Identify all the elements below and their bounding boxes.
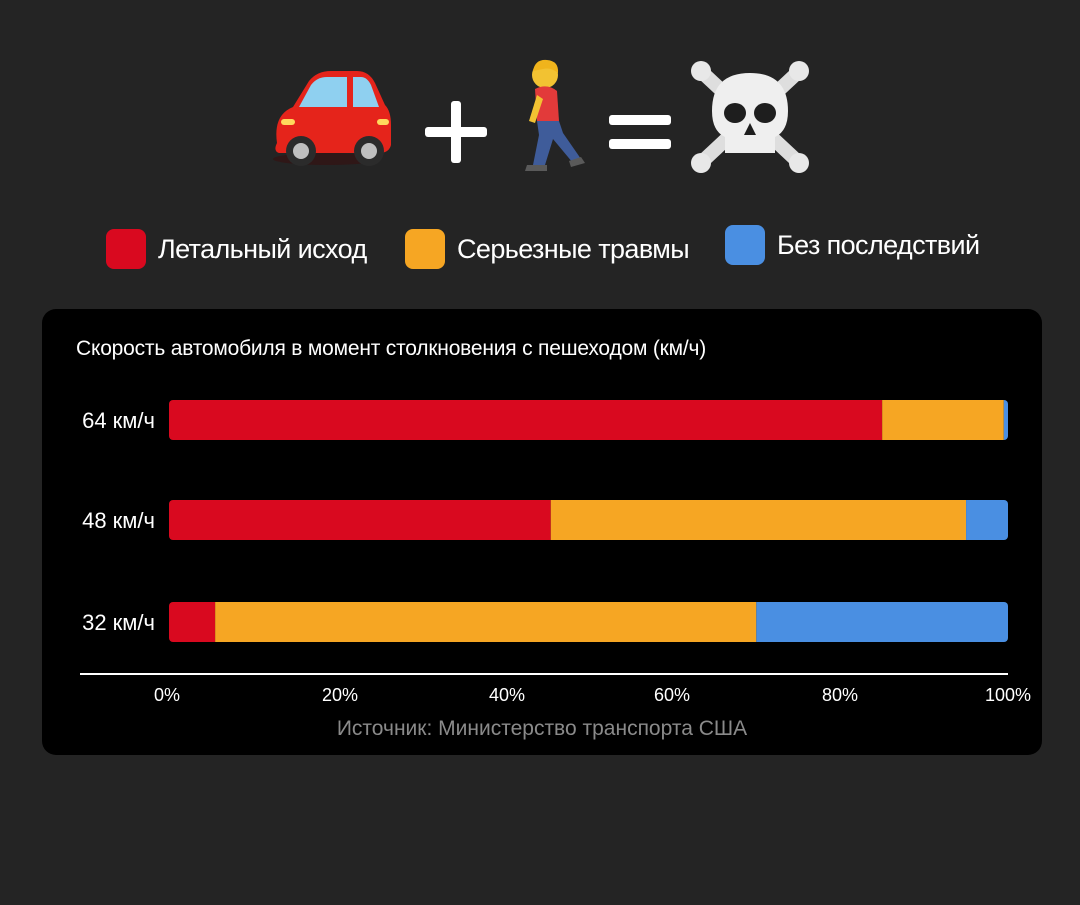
legend-label-fatal: Летальный исход [158, 233, 367, 264]
bar-segment-fatal-1 [169, 500, 551, 540]
legend: Летальный исход Серьезные травмы Без пос… [0, 225, 1080, 273]
chart-card: Скорость автомобиля в момент столкновени… [42, 309, 1042, 755]
bar-segment-fatal-0 [169, 400, 883, 440]
bar-segment-none-0 [1003, 400, 1008, 440]
legend-item-none: Без последствий [725, 224, 980, 266]
legend-swatch-fatal [106, 229, 146, 269]
bar-row-2 [169, 602, 1008, 642]
chart-source: Источник: Министерство транспорта США [336, 717, 748, 740]
category-label-0: 64 км/ч [82, 408, 155, 433]
legend-swatch-none [725, 225, 765, 265]
legend-swatch-serious [405, 229, 445, 269]
car-icon [273, 71, 391, 166]
bar-segment-serious-2 [215, 602, 757, 642]
bar-row-0 [169, 400, 1008, 440]
header-emoji-row [273, 59, 809, 173]
legend-item-serious: Серьезные травмы [405, 228, 690, 270]
plus-icon [425, 101, 487, 163]
walking-person-icon [525, 59, 585, 171]
category-label-1: 48 км/ч [82, 508, 155, 533]
x-tick-label-2: 40% [489, 685, 525, 705]
chart-title: Скорость автомобиля в момент столкновени… [76, 337, 707, 360]
bar-row-1 [169, 500, 1008, 540]
legend-label-none: Без последствий [777, 229, 980, 260]
equals-icon [609, 115, 671, 149]
bar-segment-serious-1 [550, 500, 967, 540]
skull-crossbones-icon [691, 61, 809, 173]
bar-segment-fatal-2 [169, 602, 216, 642]
x-tick-label-0: 0% [154, 685, 180, 705]
x-tick-label-3: 60% [654, 685, 690, 705]
x-tick-label-1: 20% [322, 685, 358, 705]
x-tick-label-4: 80% [822, 685, 858, 705]
legend-item-fatal: Летальный исход [106, 228, 367, 270]
x-tick-label-5: 100% [985, 685, 1031, 705]
stacked-bar-chart: 64 км/ч 48 км/ч 32 км/ч 0% 20% 40% 60% 80% 100% [80, 400, 1031, 705]
legend-label-serious: Серьезные травмы [457, 233, 690, 264]
bar-segment-none-2 [756, 602, 1008, 642]
bar-segment-none-1 [966, 500, 1008, 540]
category-label-2: 32 км/ч [82, 610, 155, 635]
bar-segment-serious-0 [882, 400, 1004, 440]
